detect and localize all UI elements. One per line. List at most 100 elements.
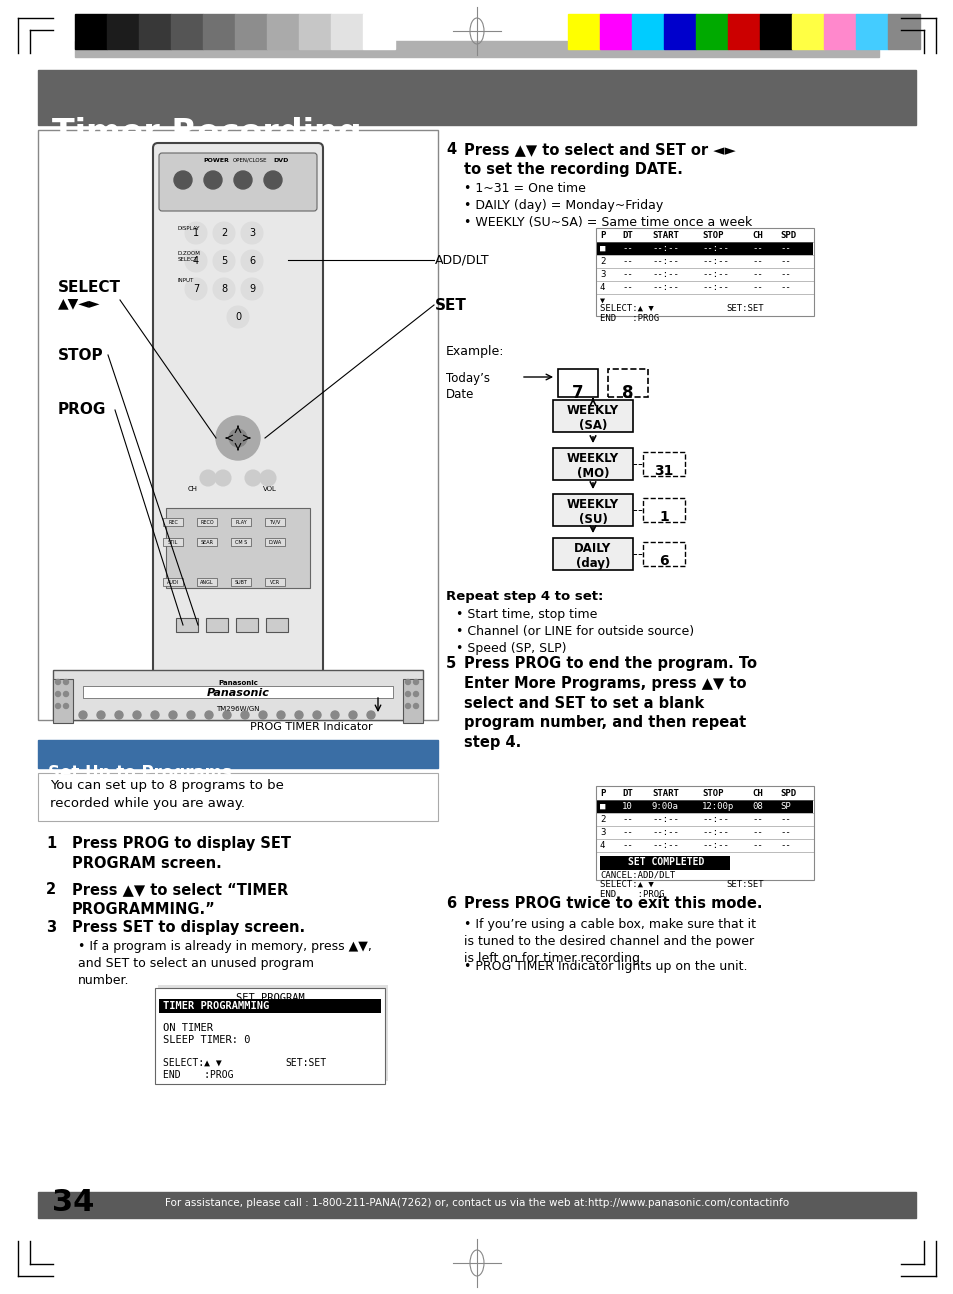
Text: ■: ■ <box>599 802 605 811</box>
Bar <box>631 14 663 49</box>
Text: 6: 6 <box>446 895 456 911</box>
Text: --: -- <box>751 245 762 254</box>
Bar <box>266 619 288 631</box>
Text: P: P <box>599 232 605 239</box>
Text: --:--: --:-- <box>701 270 728 280</box>
Text: Press PROG to display SET
PROGRAM screen.: Press PROG to display SET PROGRAM screen… <box>71 836 291 871</box>
Bar <box>171 14 203 49</box>
Circle shape <box>313 710 320 719</box>
Text: PROG: PROG <box>58 402 107 418</box>
Text: --: -- <box>621 841 632 850</box>
Text: For assistance, please call : 1-800-211-PANA(7262) or, contact us via the web at: For assistance, please call : 1-800-211-… <box>165 1198 788 1209</box>
Text: --:--: --:-- <box>651 828 679 837</box>
Text: START: START <box>651 789 679 798</box>
Text: SELECT:▲ ▼: SELECT:▲ ▼ <box>163 1058 221 1068</box>
Circle shape <box>413 704 418 709</box>
Circle shape <box>115 710 123 719</box>
Text: Press ▲▼ to select and SET or ◄►
to set the recording DATE.: Press ▲▼ to select and SET or ◄► to set … <box>463 142 735 177</box>
Text: Timer Recording: Timer Recording <box>52 116 361 150</box>
Text: --:--: --:-- <box>701 841 728 850</box>
Bar <box>159 999 380 1013</box>
Text: --:--: --:-- <box>701 828 728 837</box>
Circle shape <box>227 305 249 327</box>
Circle shape <box>241 278 263 300</box>
Text: 34: 34 <box>52 1188 94 1216</box>
Text: 0: 0 <box>234 312 241 322</box>
Bar <box>206 619 228 631</box>
Circle shape <box>405 679 410 685</box>
Text: END   :PROG: END :PROG <box>599 314 659 324</box>
Text: Example:: Example: <box>446 345 504 358</box>
Circle shape <box>213 250 234 272</box>
Circle shape <box>64 691 69 696</box>
Text: END    :PROG: END :PROG <box>163 1070 233 1080</box>
Text: 10: 10 <box>621 802 632 811</box>
Text: • If a program is already in memory, press ▲▼,
and SET to select an unused progr: • If a program is already in memory, pre… <box>78 939 372 987</box>
Text: --: -- <box>780 258 790 267</box>
Text: D.WA: D.WA <box>268 540 281 545</box>
Circle shape <box>349 710 356 719</box>
Text: --:--: --:-- <box>651 283 679 292</box>
Text: 2: 2 <box>46 883 56 897</box>
Bar <box>298 14 331 49</box>
Bar <box>558 369 598 397</box>
Text: INPUT: INPUT <box>178 278 194 283</box>
Text: SET PROGRAM: SET PROGRAM <box>235 992 304 1003</box>
Circle shape <box>185 223 207 245</box>
Text: SET:SET: SET:SET <box>725 880 762 889</box>
Text: 1: 1 <box>659 510 668 524</box>
Bar <box>38 773 437 820</box>
Text: ▼: ▼ <box>599 296 604 305</box>
Bar <box>154 989 385 1084</box>
Bar <box>887 14 919 49</box>
Text: DT: DT <box>621 232 632 239</box>
Circle shape <box>185 278 207 300</box>
Text: WEEKLY
(SU): WEEKLY (SU) <box>566 498 618 525</box>
Text: --: -- <box>621 283 632 292</box>
Bar <box>175 619 198 631</box>
Text: --:--: --:-- <box>651 270 679 280</box>
Text: --: -- <box>621 270 632 280</box>
Text: --:--: --:-- <box>701 283 728 292</box>
Bar <box>663 14 696 49</box>
Circle shape <box>200 470 215 487</box>
Text: CH: CH <box>751 232 762 239</box>
Text: 3: 3 <box>599 270 605 280</box>
Circle shape <box>205 710 213 719</box>
Text: --: -- <box>780 841 790 850</box>
Circle shape <box>294 710 303 719</box>
Text: DISPLAY: DISPLAY <box>178 226 200 232</box>
Text: TV/V: TV/V <box>269 519 280 524</box>
Text: PROG TIMER Indicator: PROG TIMER Indicator <box>250 722 373 732</box>
Text: AUDI: AUDI <box>167 580 179 585</box>
Text: Set Up to Programs: Set Up to Programs <box>48 763 232 782</box>
Text: 2: 2 <box>599 815 605 824</box>
Text: TIMER PROGRAMMING: TIMER PROGRAMMING <box>163 1002 269 1011</box>
Text: STOP: STOP <box>58 348 104 362</box>
Text: 1: 1 <box>46 836 56 851</box>
Bar <box>265 538 285 546</box>
Bar <box>599 857 729 870</box>
Bar <box>331 14 363 49</box>
Bar <box>196 538 216 546</box>
Text: • WEEKLY (SU~SA) = Same time once a week: • WEEKLY (SU~SA) = Same time once a week <box>463 216 752 229</box>
Text: CH: CH <box>188 487 198 492</box>
Text: Press SET to display screen.: Press SET to display screen. <box>71 920 305 936</box>
Text: 3: 3 <box>599 828 605 837</box>
Bar <box>553 448 633 480</box>
Bar <box>139 14 171 49</box>
Text: SEAR: SEAR <box>200 540 213 545</box>
Bar <box>196 518 216 525</box>
Text: • Channel (or LINE for outside source): • Channel (or LINE for outside source) <box>456 625 694 638</box>
Text: RECO: RECO <box>200 519 213 524</box>
Bar <box>231 518 251 525</box>
Text: SET:SET: SET:SET <box>725 304 762 313</box>
Circle shape <box>264 171 282 189</box>
Text: --: -- <box>751 270 762 280</box>
Text: PLAY: PLAY <box>234 519 247 524</box>
Text: 4: 4 <box>193 256 199 267</box>
Text: • Speed (SP, SLP): • Speed (SP, SLP) <box>456 642 566 655</box>
Circle shape <box>245 470 261 487</box>
Circle shape <box>169 710 177 719</box>
Text: 6: 6 <box>249 256 254 267</box>
